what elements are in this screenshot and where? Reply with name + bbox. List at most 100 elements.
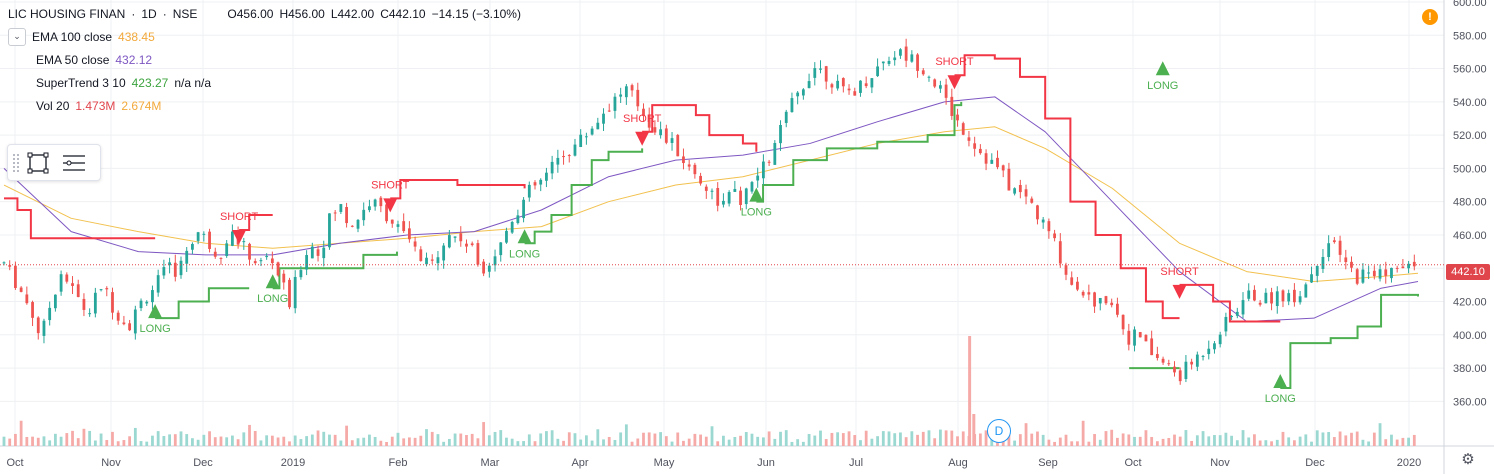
- long-arrow-icon: [148, 304, 163, 319]
- candle-body: [1041, 219, 1045, 223]
- dividend-marker[interactable]: D: [987, 419, 1011, 443]
- close-value: C442.10: [380, 7, 426, 21]
- symbol-name[interactable]: LIC HOUSING FINAN: [8, 7, 126, 21]
- volume-bar: [1390, 434, 1393, 446]
- candle-body: [670, 138, 674, 143]
- gear-icon[interactable]: ⚙: [1461, 451, 1475, 468]
- candle-body: [510, 221, 514, 233]
- candle-body: [682, 156, 685, 164]
- candle-body: [1070, 277, 1074, 285]
- drawing-toolbox[interactable]: [7, 144, 101, 181]
- volume-bar: [402, 438, 406, 446]
- candle-body: [453, 236, 457, 238]
- settings-lines-icon[interactable]: [56, 147, 92, 179]
- candle-body: [1224, 316, 1228, 332]
- time-tick-label: Aug: [948, 457, 968, 469]
- short-arrow-icon: [947, 75, 962, 90]
- candle-body: [687, 164, 691, 167]
- volume-bar: [1030, 433, 1034, 446]
- price-tick-label: 580.00: [1453, 30, 1487, 42]
- candle-body: [1407, 263, 1410, 269]
- volume-bar: [1327, 432, 1331, 446]
- volume-bar: [396, 432, 400, 446]
- volume-bar: [1036, 431, 1039, 446]
- volume-bar: [938, 429, 942, 446]
- candle-body: [1104, 296, 1108, 304]
- candle-body: [339, 204, 343, 212]
- supertrend-down-segment: [954, 54, 1180, 320]
- volume-bar: [282, 436, 286, 446]
- volume-bar: [556, 438, 560, 446]
- long-signal: LONG: [257, 274, 288, 305]
- candle-body: [996, 157, 999, 168]
- volume-bar: [505, 437, 508, 446]
- candle-body: [65, 274, 69, 282]
- volume-bar: [93, 440, 97, 446]
- candle-body: [801, 89, 805, 96]
- candle-body: [1007, 168, 1011, 191]
- candle-body: [904, 46, 908, 61]
- candle-body: [407, 228, 411, 240]
- candle-body: [447, 235, 451, 248]
- volume-bar: [693, 433, 697, 446]
- short-arrow-icon: [232, 229, 247, 244]
- volume-bar: [122, 440, 126, 446]
- volume-bar: [1412, 434, 1416, 446]
- supertrend-down-segment: [642, 104, 758, 152]
- volume-bar: [111, 431, 114, 446]
- candle-body: [122, 322, 126, 325]
- candle-body: [950, 96, 954, 116]
- volume-bar: [653, 433, 657, 446]
- candle-body: [550, 161, 554, 174]
- volume-bar: [1007, 432, 1011, 446]
- candle-body: [1081, 291, 1085, 296]
- drag-handle-icon[interactable]: [12, 152, 20, 173]
- candle-body: [316, 249, 320, 256]
- collapse-icon[interactable]: ⌄: [8, 27, 26, 46]
- time-tick-label: Apr: [571, 457, 588, 469]
- candle-body: [487, 265, 491, 272]
- volume-bar: [864, 430, 868, 446]
- volume-bar: [1258, 440, 1262, 446]
- volume-bar: [716, 441, 720, 446]
- candle-body: [1173, 366, 1176, 373]
- time-axis[interactable]: Oct Nov Dec 2019 Feb Mar Apr May Jun Jul Aug Sep Oct…: [6, 457, 1421, 469]
- candle-body: [476, 243, 480, 265]
- indicator-supertrend[interactable]: SuperTrend 3 10 423.27 n/a n/a: [8, 71, 521, 94]
- candle-body: [145, 301, 149, 304]
- volume-bar: [390, 436, 394, 446]
- volume-bar: [293, 435, 297, 446]
- candle-body: [647, 114, 651, 128]
- indicator-ema50[interactable]: EMA 50 close 432.12: [8, 48, 521, 71]
- indicator-ema100[interactable]: ⌄ EMA 100 close 438.45: [8, 25, 521, 48]
- volume-bar: [670, 441, 674, 446]
- volume-bar: [1093, 434, 1096, 446]
- volume-bar: [1190, 440, 1194, 446]
- volume-bar: [1338, 431, 1342, 446]
- short-signal: SHORT: [1160, 266, 1199, 299]
- alert-icon[interactable]: !: [1422, 9, 1438, 25]
- candle-body: [961, 123, 965, 135]
- candle-body: [607, 110, 611, 112]
- candle-body: [151, 290, 154, 303]
- volume-bar: [145, 441, 149, 446]
- price-axis[interactable]: 600.00 580.00 560.00 540.00 520.00 500.00 480.…: [1453, 0, 1487, 408]
- candle-body: [305, 255, 309, 270]
- volume-bar: [1184, 430, 1188, 446]
- volume-bar: [1350, 432, 1353, 446]
- volume-bar: [584, 435, 588, 446]
- volume-bar: [1218, 435, 1222, 446]
- volume-bar: [88, 430, 92, 446]
- volume-bars: [2, 336, 1416, 446]
- volume-bar: [533, 441, 537, 446]
- candle-body: [1201, 355, 1205, 357]
- indicator-volume[interactable]: Vol 20 1.473M 2.674M: [8, 94, 521, 117]
- volume-bar: [1173, 434, 1176, 446]
- short-arrow-icon: [635, 131, 650, 146]
- candle-body: [31, 302, 34, 318]
- rectangle-tool-icon[interactable]: [20, 147, 56, 179]
- volume-bar: [739, 435, 742, 446]
- candle-body: [368, 206, 371, 211]
- candle-body: [910, 54, 914, 62]
